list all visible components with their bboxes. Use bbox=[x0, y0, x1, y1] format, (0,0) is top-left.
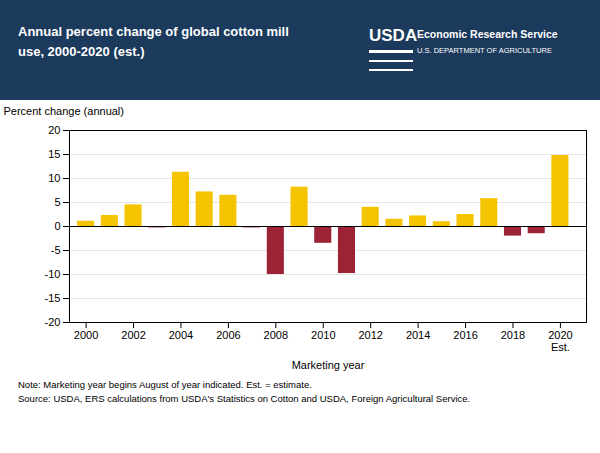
svg-text:15: 15 bbox=[48, 148, 60, 160]
svg-text:2010: 2010 bbox=[311, 329, 335, 341]
svg-text:2000: 2000 bbox=[74, 329, 98, 341]
svg-text:2008: 2008 bbox=[264, 329, 288, 341]
svg-text:2012: 2012 bbox=[358, 329, 382, 341]
svg-text:2004: 2004 bbox=[169, 329, 193, 341]
svg-text:2016: 2016 bbox=[453, 329, 477, 341]
svg-text:5: 5 bbox=[54, 196, 60, 208]
svg-text:2014: 2014 bbox=[406, 329, 430, 341]
svg-text:2018: 2018 bbox=[501, 329, 525, 341]
svg-text:10: 10 bbox=[48, 172, 60, 184]
svg-text:2020: 2020 bbox=[548, 329, 572, 341]
svg-text:-10: -10 bbox=[45, 268, 61, 280]
html-text:Annual percent change of globa: Annual percent change of global cotton m… bbox=[18, 24, 289, 59]
svg-text:-5: -5 bbox=[51, 244, 61, 256]
html-text:Source: USDA, ERS calculations: Source: USDA, ERS calculations from USDA… bbox=[18, 393, 471, 405]
svg-text:Est.: Est. bbox=[551, 341, 570, 353]
svg-text:Percent change (annual): Percent change (annual) bbox=[4, 105, 124, 117]
svg-text:2006: 2006 bbox=[216, 329, 240, 341]
svg-text:Marketing year: Marketing year bbox=[292, 359, 365, 371]
html-text:USDAEconomic Research Service: USDAEconomic Research Service bbox=[369, 26, 558, 45]
svg-text:-20: -20 bbox=[45, 316, 61, 328]
svg-text:2002: 2002 bbox=[121, 329, 145, 341]
svg-text:0: 0 bbox=[54, 220, 60, 232]
svg-text:20: 20 bbox=[48, 124, 60, 136]
html-text:U.S. DEPARTMENT OF AGRICULTURE: U.S. DEPARTMENT OF AGRICULTURE bbox=[417, 46, 552, 55]
html-text:Note: Marketing year begins Au: Note: Marketing year begins August of ye… bbox=[18, 379, 312, 390]
svg-text:-15: -15 bbox=[45, 292, 61, 304]
